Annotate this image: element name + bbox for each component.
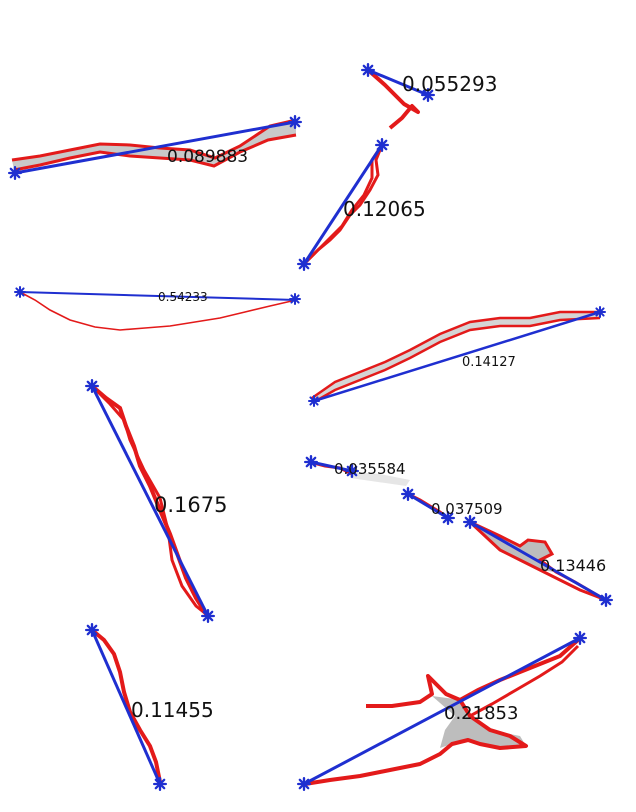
value-label-10: 0.11455 <box>131 698 214 722</box>
endpoint-marker-9a <box>463 515 477 529</box>
contour-1b <box>13 133 297 172</box>
value-label-1: 0.089883 <box>167 147 248 167</box>
endpoint-marker-2a <box>361 63 375 77</box>
contour-2 <box>366 68 420 130</box>
chord-10 <box>90 629 162 785</box>
contour-11 <box>304 674 528 786</box>
endpoint-marker-5b <box>594 306 606 318</box>
endpoint-marker-6a <box>85 379 99 393</box>
endpoint-marker-3b <box>297 257 311 271</box>
value-label-6: 0.1675 <box>154 493 227 517</box>
contour-4 <box>19 291 297 331</box>
contour-9b <box>468 520 607 602</box>
endpoint-marker-11b <box>573 631 587 645</box>
contour-5 <box>311 310 600 400</box>
endpoint-marker-10a <box>85 623 99 637</box>
shape-fill-5 <box>312 312 600 402</box>
panel-8: 0.037509 <box>401 487 503 525</box>
panel-5: 0.14127 <box>308 306 606 407</box>
chord-4 <box>19 291 297 301</box>
value-label-8: 0.037509 <box>431 500 503 518</box>
chord-6 <box>90 385 210 617</box>
contour-11b <box>459 638 580 702</box>
contour-5b <box>313 316 601 404</box>
panel-7: 0.035584 <box>304 455 410 486</box>
endpoint-marker-6b <box>201 609 215 623</box>
contour-6 <box>90 384 208 616</box>
endpoint-marker-8a <box>401 487 415 501</box>
endpoint-marker-3a <box>375 138 389 152</box>
contour-6b <box>90 384 207 616</box>
value-label-2: 0.055293 <box>402 72 497 96</box>
endpoint-marker-5a <box>308 395 320 407</box>
panel-2: 0.055293 <box>361 63 497 130</box>
chord-2 <box>367 68 429 97</box>
panel-1: 0.089883 <box>8 115 302 180</box>
chord-9 <box>469 520 607 602</box>
panel-11: 0.21853 <box>297 631 587 791</box>
chord-7 <box>310 460 353 473</box>
value-label-4: 0.54233 <box>158 290 208 304</box>
panel-3: 0.12065 <box>297 138 426 271</box>
value-label-9: 0.13446 <box>540 556 606 575</box>
value-label-3: 0.12065 <box>343 197 426 221</box>
chord-3 <box>302 144 384 265</box>
endpoint-marker-4b <box>289 293 301 305</box>
contour-10 <box>90 628 162 783</box>
value-label-11: 0.21853 <box>444 703 518 724</box>
chord-8 <box>407 492 449 520</box>
panel-10: 0.11455 <box>85 623 214 791</box>
chord-1 <box>14 120 296 175</box>
chord-5 <box>313 310 601 403</box>
chord-11 <box>303 636 581 786</box>
value-label-5: 0.14127 <box>462 355 516 370</box>
endpoint-marker-9b <box>599 593 613 607</box>
panel-4: 0.54233 <box>14 286 301 331</box>
endpoint-marker-1a <box>8 166 22 180</box>
shape-fill-7 <box>350 472 410 486</box>
endpoint-marker-4a <box>14 286 26 298</box>
endpoint-marker-1b <box>288 115 302 129</box>
shape-fill-1 <box>12 120 296 170</box>
contour-11c <box>469 644 580 718</box>
contour-3b <box>304 144 384 264</box>
endpoint-marker-11a <box>297 777 311 791</box>
endpoint-marker-7a <box>304 455 318 469</box>
value-label-7: 0.035584 <box>334 460 406 478</box>
panel-6: 0.1675 <box>85 379 227 623</box>
panel-9: 0.13446 <box>463 515 613 607</box>
endpoint-marker-10b <box>153 777 167 791</box>
